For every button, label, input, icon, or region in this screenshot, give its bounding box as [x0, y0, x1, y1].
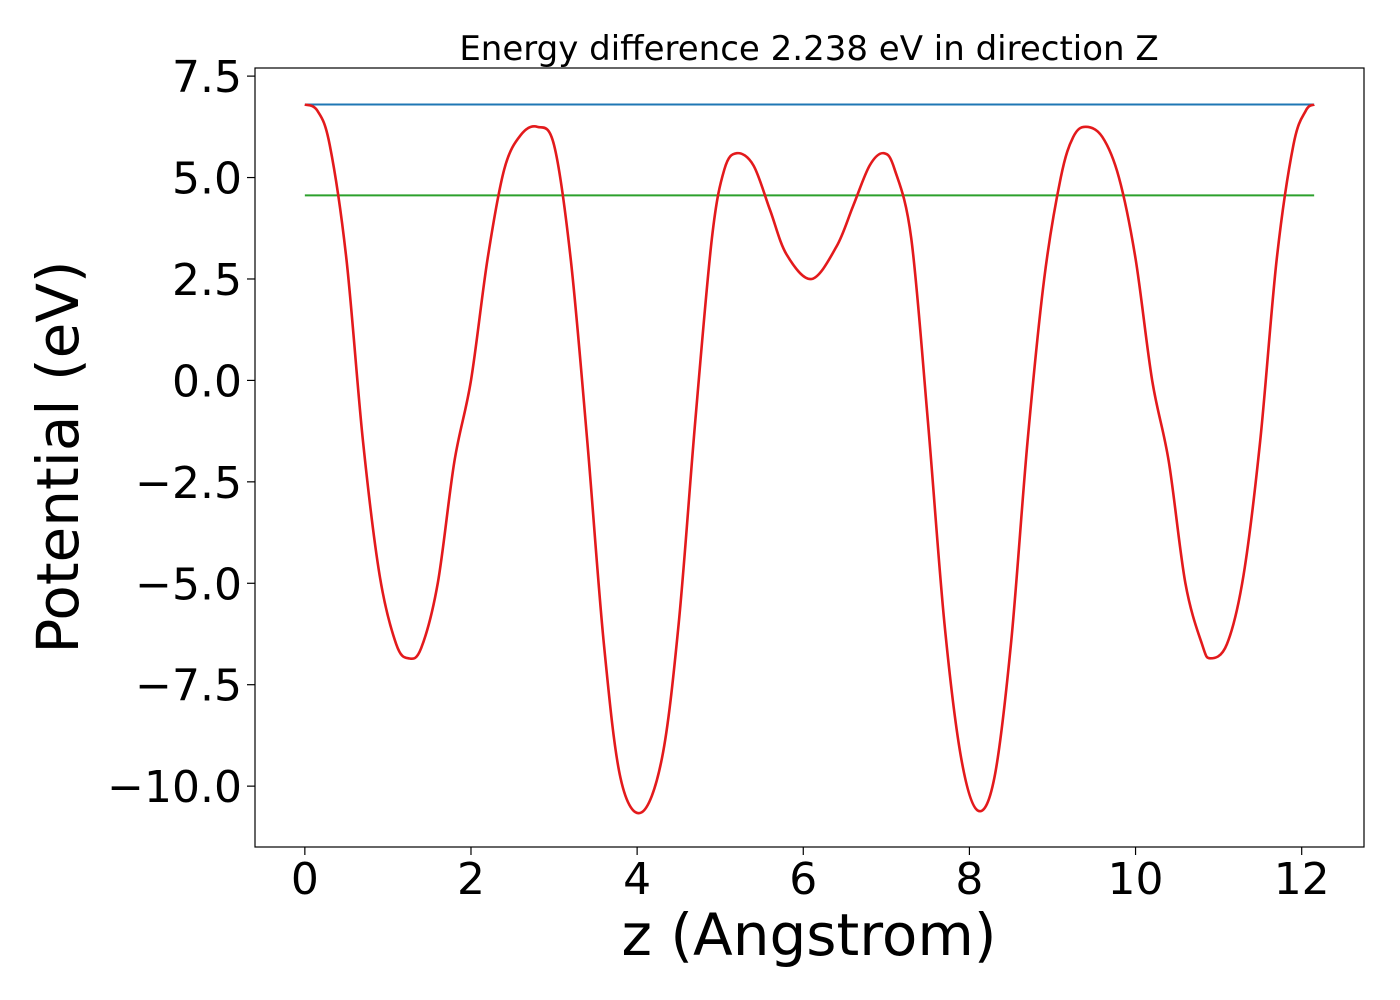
x-tick-label: 4	[623, 854, 651, 905]
y-tick-label: 7.5	[172, 52, 242, 103]
y-tick-label: 2.5	[172, 255, 242, 306]
chart-title: Energy difference 2.238 eV in direction …	[459, 29, 1158, 69]
y-tick-label: 5.0	[172, 154, 242, 205]
x-tick-label: 2	[457, 854, 485, 905]
y-tick-label: −2.5	[135, 458, 242, 509]
x-tick-label: 10	[1108, 854, 1164, 905]
y-tick-label: −10.0	[107, 762, 242, 813]
y-tick-label: −7.5	[135, 661, 242, 712]
potential-line	[304, 103, 1315, 815]
x-tick-label: 6	[789, 854, 817, 905]
x-tick-label: 12	[1274, 854, 1330, 905]
y-tick-label: 0.0	[172, 356, 242, 407]
y-axis: 7.5 5.0 2.5 0.0 −2.5 −5.0 −7.5 −10.0	[107, 52, 255, 813]
x-tick-label: 0	[291, 854, 319, 905]
x-tick-label: 8	[955, 854, 983, 905]
x-axis: 0 2 4 6 8 10 12	[291, 847, 1330, 905]
y-axis-label: Potential (eV)	[24, 260, 92, 653]
plot-lines	[304, 103, 1315, 815]
x-axis-label: z (Angstrom)	[622, 901, 997, 969]
y-tick-label: −5.0	[135, 559, 242, 610]
plot-frame	[254, 67, 1365, 848]
